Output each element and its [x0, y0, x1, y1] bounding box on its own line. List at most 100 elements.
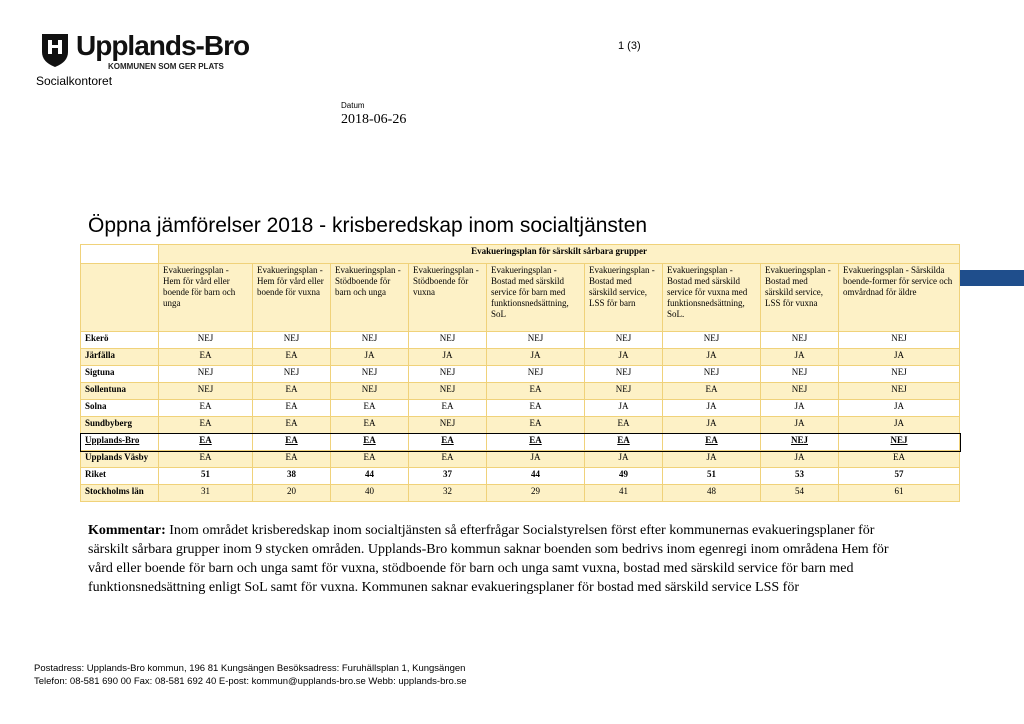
cell: JA [760, 348, 839, 366]
cell: EA [662, 382, 761, 400]
cell: JA [662, 348, 761, 366]
department: Socialkontoret [36, 74, 113, 88]
cell: EA [662, 433, 761, 451]
cell: 44 [486, 467, 585, 485]
column-header-row: Evakueringsplan - Hem för vård eller boe… [80, 263, 961, 332]
cell: JA [837, 399, 961, 417]
cell: NEJ [158, 331, 253, 349]
column-header: Evakueringsplan - Hem för vård eller boe… [252, 263, 331, 332]
row-name: Riket [80, 467, 159, 485]
cell: NEJ [486, 365, 585, 383]
cell: EA [408, 450, 487, 468]
column-header: Evakueringsplan - Stödboende för vuxna [408, 263, 487, 332]
cell: EA [252, 416, 331, 434]
cell: EA [330, 433, 409, 451]
cell: NEJ [330, 331, 409, 349]
cell: NEJ [760, 433, 839, 451]
cell: 54 [760, 484, 839, 502]
row-name: Sundbyberg [80, 416, 159, 434]
date-label: Datum [341, 101, 365, 110]
cell: EA [158, 416, 253, 434]
cell: NEJ [408, 382, 487, 400]
cell: NEJ [408, 331, 487, 349]
table-row: Riket 51 38 44 37 44 49 51 53 57 [80, 467, 961, 485]
cell: JA [584, 399, 663, 417]
cell: EA [486, 433, 585, 451]
row-name: Solna [80, 399, 159, 417]
cell: EA [252, 399, 331, 417]
column-header: Evakueringsplan - Bostad med särskild se… [760, 263, 839, 332]
cell: JA [584, 348, 663, 366]
cell: EA [486, 416, 585, 434]
cell: NEJ [760, 382, 839, 400]
group-header: Evakueringsplan för särskilt sårbara gru… [157, 244, 961, 264]
cell: 61 [837, 484, 961, 502]
cell: EA [584, 433, 663, 451]
cell: EA [158, 348, 253, 366]
cell: 53 [760, 467, 839, 485]
cell: NEJ [662, 331, 761, 349]
logo-name: Upplands-Bro [76, 30, 250, 61]
cell: NEJ [330, 382, 409, 400]
comment-text: Inom området krisberedskap inom socialtj… [88, 523, 889, 595]
footer-line: Postadress: Upplands-Bro kommun, 196 81 … [34, 663, 466, 674]
cell: 48 [662, 484, 761, 502]
cell: 44 [330, 467, 409, 485]
cell: NEJ [760, 365, 839, 383]
cell: 57 [837, 467, 961, 485]
cell: EA [252, 348, 331, 366]
row-name: Upplands-Bro [80, 433, 159, 451]
cell: JA [837, 416, 961, 434]
table-row: Sundbyberg EA EA EA NEJ EA EA JA JA JA [80, 416, 961, 434]
cell: JA [486, 348, 585, 366]
cell: NEJ [252, 331, 331, 349]
cell: NEJ [837, 433, 961, 451]
comparison-table: Evakueringsplan för särskilt sårbara gru… [79, 244, 961, 502]
cell: NEJ [330, 365, 409, 383]
cell: EA [252, 450, 331, 468]
cell: NEJ [158, 382, 253, 400]
column-header: Evakueringsplan - Bostad med särskild se… [662, 263, 761, 332]
cell: EA [408, 399, 487, 417]
cell: JA [584, 450, 663, 468]
cell: JA [408, 348, 487, 366]
column-header: Evakueringsplan - Bostad med särskild se… [486, 263, 585, 332]
cell: EA [837, 450, 961, 468]
column-header: Evakueringsplan - Särskilda boende-forme… [837, 263, 961, 332]
table-row: Upplands Väsby EA EA EA EA JA JA JA JA EA [80, 450, 961, 468]
comment: Kommentar: Inom området krisberedskap in… [88, 521, 908, 597]
table-row: Solna EA EA EA EA EA JA JA JA JA [80, 399, 961, 417]
table-row: Sollentuna NEJ EA NEJ NEJ EA NEJ EA NEJ NEJ [80, 382, 961, 400]
cell: JA [662, 416, 761, 434]
cell: EA [330, 399, 409, 417]
column-header: Evakueringsplan - Hem för vård eller boe… [158, 263, 253, 332]
cell: 51 [662, 467, 761, 485]
cell: 40 [330, 484, 409, 502]
cell: JA [486, 450, 585, 468]
cell: JA [662, 450, 761, 468]
group-header-row: Evakueringsplan för särskilt sårbara gru… [80, 244, 961, 264]
cell: NEJ [584, 365, 663, 383]
date: 2018-06-26 [341, 112, 407, 127]
cell: EA [408, 433, 487, 451]
cell: NEJ [584, 382, 663, 400]
cell: 20 [252, 484, 331, 502]
row-name: Upplands Väsby [80, 450, 159, 468]
cell: 31 [158, 484, 253, 502]
row-name: Järfälla [80, 348, 159, 366]
logo-icon [42, 34, 68, 67]
cell: EA [252, 382, 331, 400]
cell: EA [252, 433, 331, 451]
cell: EA [584, 416, 663, 434]
cell: EA [158, 399, 253, 417]
table-row: Sigtuna NEJ NEJ NEJ NEJ NEJ NEJ NEJ NEJ NEJ [80, 365, 961, 383]
cell [80, 263, 159, 332]
cell: NEJ [252, 365, 331, 383]
cell: JA [760, 416, 839, 434]
cell: JA [662, 399, 761, 417]
cell: NEJ [662, 365, 761, 383]
table-row: Stockholms län 31 20 40 32 29 41 48 54 61 [80, 484, 961, 502]
row-name: Stockholms län [80, 484, 159, 502]
cell: NEJ [760, 331, 839, 349]
